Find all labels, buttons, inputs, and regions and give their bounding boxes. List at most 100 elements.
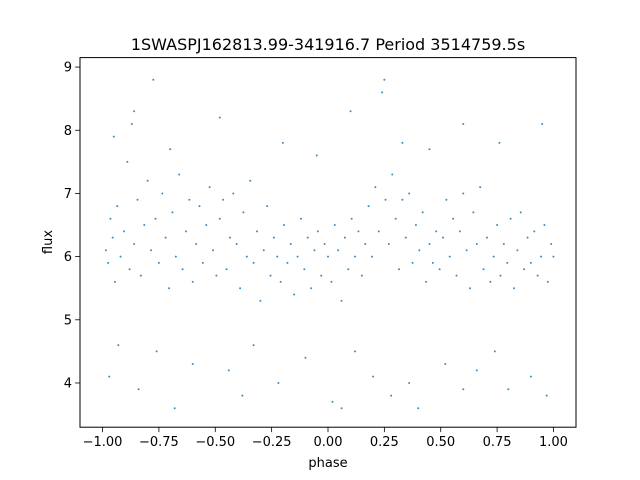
data-point [444,363,447,366]
data-point [455,274,458,277]
data-point [425,280,428,283]
data-point [354,350,357,353]
data-point [171,211,174,214]
data-point [462,388,465,391]
data-point [411,261,414,264]
x-tick-label: −1.00 [83,435,123,450]
data-point [421,211,424,214]
data-point [184,230,187,233]
data-point [313,249,316,252]
data-point [502,242,505,245]
data-point [441,236,444,239]
data-point [340,407,343,410]
data-point [435,230,438,233]
data-point [492,255,495,258]
data-point [299,217,302,220]
data-point [143,224,146,227]
data-point [372,375,375,378]
y-axis: 4 5 6 7 8 9 [64,61,80,391]
data-point [245,255,248,258]
data-point [191,280,194,283]
data-point [241,394,244,397]
data-point [108,375,111,378]
data-point [462,122,465,125]
data-point [133,110,136,113]
data-point [536,274,539,277]
data-point [408,192,411,195]
data-point [485,236,488,239]
data-point [448,255,451,258]
data-point [523,268,526,271]
x-tick-label: 0.25 [370,435,399,450]
data-point [349,110,352,113]
data-point [540,255,543,258]
data-point [212,249,215,252]
data-point [377,230,380,233]
data-point [228,236,231,239]
data-point [489,280,492,283]
data-point [252,261,255,264]
x-axis-label: phase [308,456,347,471]
data-point [533,230,536,233]
data-point [178,173,181,176]
data-point [113,280,116,283]
data-points [104,78,555,410]
data-point [104,249,107,252]
y-tick-label: 4 [64,376,72,391]
data-point [293,293,296,296]
data-point [370,255,373,258]
data-point [374,186,377,189]
data-point [205,224,208,227]
data-point [408,381,411,384]
data-point [391,173,394,176]
data-point [320,274,323,277]
data-point [418,249,421,252]
data-point [354,255,357,258]
data-point [117,344,120,347]
data-point [513,287,515,290]
data-point [333,224,336,227]
data-point [384,198,387,201]
data-point [479,186,482,189]
data-point [316,230,319,233]
data-point [401,198,404,201]
data-point [550,242,553,245]
data-point [482,268,485,271]
data-point [545,394,548,397]
data-point [310,287,313,290]
data-point [472,211,475,214]
data-point [546,280,549,283]
data-point [323,242,326,245]
data-point [330,280,333,283]
data-point [112,135,115,138]
data-point [475,242,478,245]
data-point [155,350,158,353]
data-point [337,249,340,252]
data-point [111,236,114,239]
y-axis-label: flux [41,230,56,254]
data-point [255,230,258,233]
data-point [269,274,272,277]
data-point [381,91,384,94]
data-point [428,242,431,245]
x-tick-label: 0.75 [483,435,512,450]
data-point [128,268,131,271]
data-point [272,236,275,239]
data-point [496,224,499,227]
data-point [161,192,164,195]
data-point [360,274,363,277]
data-point [181,268,184,271]
chart-title: 1SWASPJ162813.99-341916.7 Period 3514759… [131,35,525,54]
data-point [281,141,284,144]
data-point [452,217,455,220]
data-point [174,255,177,258]
data-point [340,299,343,302]
y-tick-label: 9 [64,61,72,76]
data-point [516,249,519,252]
data-point [227,369,230,372]
x-axis: −1.00 −0.75 −0.50 −0.25 0.00 0.25 0.50 0.75 1.00 [83,427,568,450]
data-point [169,148,172,151]
data-point [519,211,522,214]
data-point [552,255,555,258]
data-point [475,369,478,372]
